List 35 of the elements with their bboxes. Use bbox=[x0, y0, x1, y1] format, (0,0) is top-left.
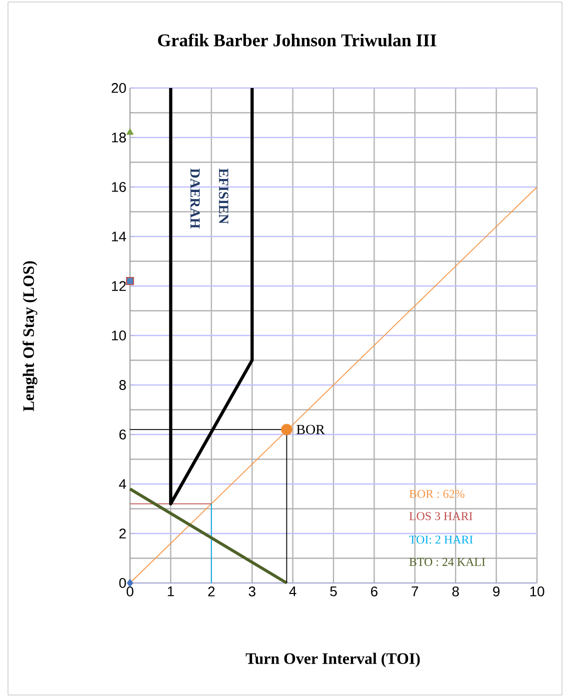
annotation: BOR : 62% bbox=[409, 490, 464, 498]
x-tick-label: 9 bbox=[493, 586, 500, 596]
y-tick-label: 0 bbox=[119, 578, 126, 588]
annotation: EFISIEN bbox=[218, 168, 228, 224]
x-axis-title: Turn Over Interval (TOI) bbox=[246, 652, 420, 668]
x-tick-label: 8 bbox=[452, 586, 459, 596]
annotation: BTO : 24 KALI bbox=[409, 558, 486, 566]
x-tick-label: 1 bbox=[168, 586, 174, 596]
y-tick-label: 20 bbox=[112, 83, 126, 93]
y-tick-label: 14 bbox=[112, 232, 126, 242]
annotation: DAERAH bbox=[190, 168, 200, 228]
x-tick-label: 7 bbox=[412, 586, 418, 596]
y-tick-label: 6 bbox=[119, 430, 126, 440]
x-tick-label: 3 bbox=[248, 586, 256, 596]
y-tick-label: 12 bbox=[112, 281, 126, 291]
x-tick-label: 10 bbox=[530, 586, 544, 596]
y-axis-title: Lenght Of Stay (LOS) bbox=[22, 261, 38, 412]
annotation: TOI: 2 HARI bbox=[409, 536, 473, 544]
x-tick-label: 0 bbox=[126, 586, 134, 596]
y-tick-label: 2 bbox=[119, 528, 126, 538]
annotation: LOS 3 HARI bbox=[409, 512, 472, 520]
y-tick-label: 8 bbox=[119, 380, 126, 390]
point bbox=[281, 424, 292, 436]
y-tick-label: 18 bbox=[112, 132, 126, 142]
y-tick-label: 4 bbox=[119, 479, 126, 489]
y-tick-label: 16 bbox=[112, 182, 126, 192]
point bbox=[126, 277, 134, 286]
x-tick-label: 2 bbox=[208, 586, 215, 596]
chart-title: Grafik Barber Johnson Triwulan III bbox=[158, 34, 436, 46]
point bbox=[126, 128, 134, 135]
x-tick-label: 5 bbox=[330, 586, 337, 596]
x-tick-label: 6 bbox=[371, 586, 378, 596]
y-tick-label: 10 bbox=[112, 330, 126, 340]
x-tick-label: 4 bbox=[289, 586, 296, 596]
annotation: BOR bbox=[296, 424, 325, 434]
